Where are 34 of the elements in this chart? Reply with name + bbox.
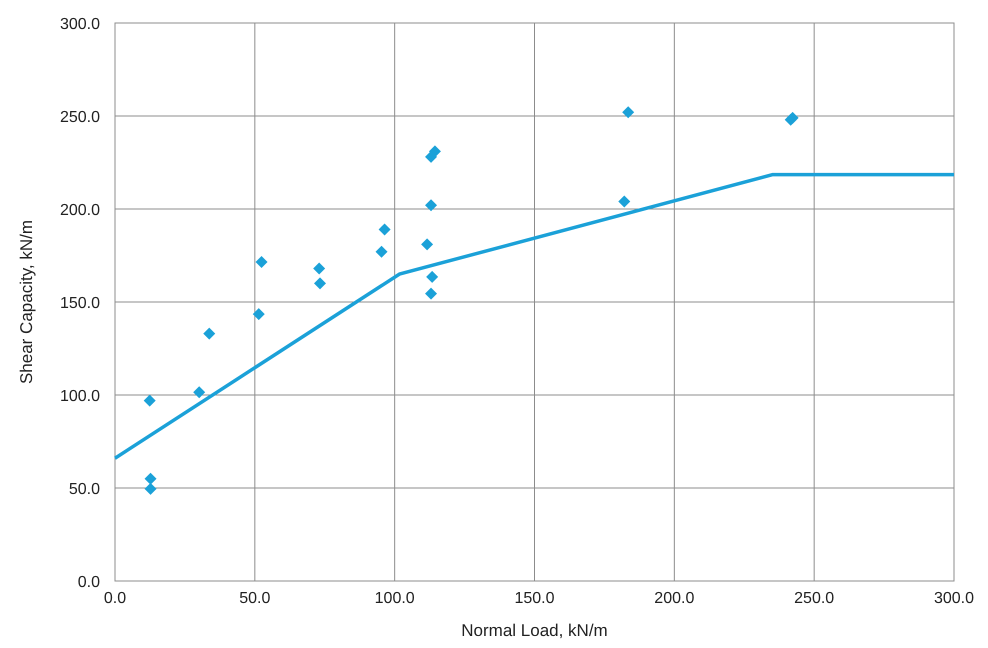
point	[376, 246, 388, 258]
point	[421, 238, 434, 250]
point	[425, 199, 438, 212]
point	[622, 106, 634, 118]
y-tick-label: 150.0	[60, 295, 100, 312]
y-tick-label: 200.0	[60, 202, 100, 219]
point	[618, 196, 630, 208]
x-tick-label: 150.0	[514, 590, 555, 607]
point	[203, 328, 216, 340]
x-tick-label: 200.0	[654, 590, 694, 607]
x-tick-label: 300.0	[934, 590, 974, 607]
x-axis-title: Normal Load, kN/m	[461, 621, 608, 640]
point	[428, 145, 441, 158]
y-axis-title: Shear Capacity, kN/m	[17, 220, 36, 384]
point	[193, 386, 206, 398]
x-tick-label: 50.0	[239, 590, 271, 607]
y-tick-label: 0.0	[78, 574, 100, 591]
point	[426, 270, 438, 283]
point	[252, 308, 265, 320]
y-tick-label: 250.0	[60, 109, 100, 126]
y-tick-label: 100.0	[60, 388, 100, 405]
x-tick-label: 0.0	[104, 590, 126, 607]
point	[378, 223, 391, 236]
point	[144, 472, 157, 485]
point	[313, 262, 326, 275]
point	[144, 482, 157, 495]
x-tick-label: 250.0	[794, 590, 834, 607]
point	[314, 277, 326, 290]
point	[144, 394, 156, 407]
point	[256, 256, 268, 268]
point	[425, 288, 438, 300]
y-tick-label: 300.0	[60, 16, 100, 33]
y-tick-label: 50.0	[68, 481, 100, 498]
x-tick-label: 100.0	[374, 590, 415, 607]
